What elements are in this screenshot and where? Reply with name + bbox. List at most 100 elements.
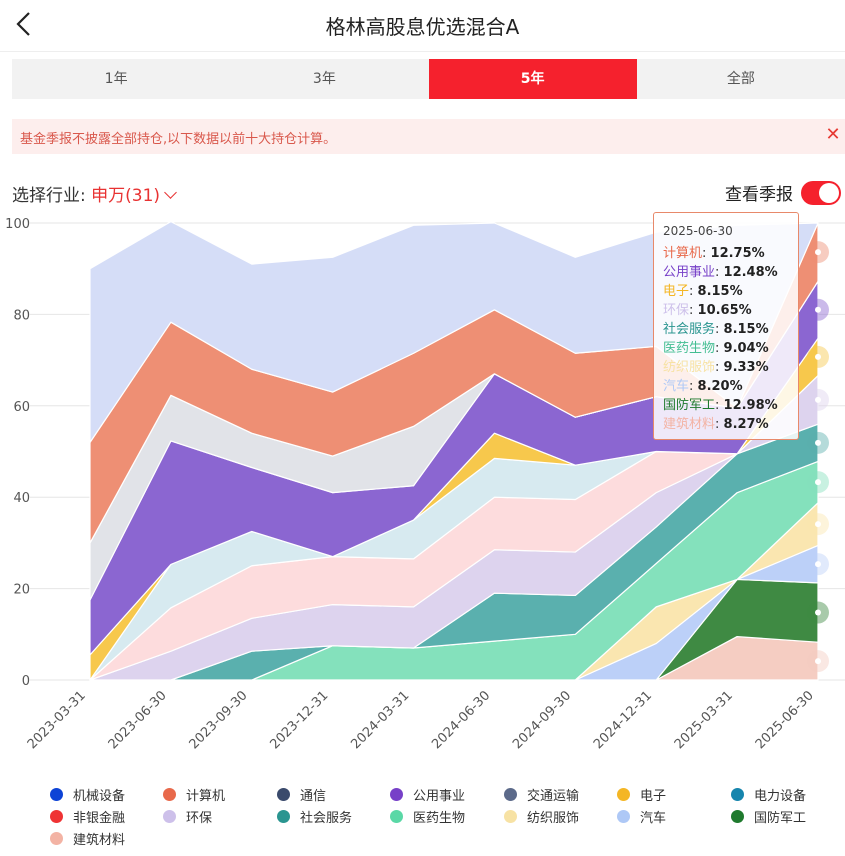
tooltip-series-value: 12.48%: [723, 265, 778, 280]
legend-dot: [277, 810, 290, 823]
y-tick-label: 40: [13, 491, 30, 506]
tooltip-series-value: 8.20%: [697, 379, 743, 394]
legend-dot: [50, 788, 63, 801]
y-tick-label: 20: [13, 583, 30, 598]
tab-5y[interactable]: 5年: [428, 59, 637, 99]
tooltip-separator: :: [715, 417, 724, 432]
x-tick-label: 2023-09-30: [187, 688, 251, 752]
x-tick-label: 2025-03-31: [672, 688, 736, 752]
x-tick-label: 2024-03-31: [348, 688, 412, 752]
x-tick-label: 2024-06-30: [429, 688, 493, 752]
notice-banner: 基金季报不披露全部持仓,以下数据以前十大持仓计算。 ✕: [12, 119, 845, 154]
x-tick-label: 2024-09-30: [510, 688, 574, 752]
industry-value: 申万(31): [91, 186, 161, 206]
season-toggle-switch[interactable]: [801, 180, 841, 205]
legend-dot: [50, 832, 63, 845]
tooltip-series-name: 社会服务: [663, 322, 716, 337]
legend-item[interactable]: 汽车: [617, 807, 666, 826]
legend-dot: [617, 788, 630, 801]
legend-label: 电力设备: [754, 789, 807, 804]
y-tick-label: 60: [13, 400, 30, 415]
header-divider: [0, 51, 845, 52]
legend-item[interactable]: 计算机: [163, 785, 225, 804]
tooltip-series-name: 公用事业: [663, 265, 716, 280]
legend-label: 通信: [300, 789, 327, 804]
tooltip-series-name: 汽车: [663, 379, 690, 394]
marker-dot: [815, 306, 821, 313]
legend-label: 国防军工: [754, 811, 807, 826]
tooltip-series-value: 8.15%: [723, 322, 769, 337]
tooltip-row: 纺织服饰: 9.33%: [663, 356, 769, 375]
tooltip-separator: :: [715, 398, 724, 413]
y-tick-label: 0: [22, 674, 30, 689]
tooltip-separator: :: [689, 379, 698, 394]
back-arrow-icon[interactable]: [10, 9, 40, 39]
marker-dot: [815, 249, 821, 256]
legend-label: 汽车: [640, 811, 667, 826]
x-tick-label: 2023-06-30: [106, 688, 170, 752]
industry-selector[interactable]: 选择行业: 申万(31): [12, 181, 177, 206]
tooltip-series-name: 计算机: [663, 246, 703, 261]
tooltip-row: 建筑材料: 8.27%: [663, 413, 769, 432]
legend-dot: [277, 788, 290, 801]
page-title: 格林高股息优选混合A: [325, 15, 520, 39]
season-toggle-label: 查看季报: [725, 185, 793, 205]
legend-label: 纺织服饰: [527, 811, 580, 826]
tooltip-series-name: 电子: [663, 284, 690, 299]
tooltip-separator: :: [702, 246, 711, 261]
tooltip-row: 公用事业: 12.48%: [663, 261, 778, 280]
marker-dot: [815, 521, 821, 528]
legend-item[interactable]: 电子: [617, 785, 666, 804]
tooltip-date: 2025-06-30: [663, 224, 733, 238]
notice-text: 基金季报不披露全部持仓,以下数据以前十大持仓计算。: [20, 132, 337, 147]
period-tabs: 1年 3年 5年 全部: [12, 59, 845, 99]
legend-item[interactable]: 电力设备: [731, 785, 806, 804]
industry-dropdown[interactable]: 申万(31): [91, 186, 177, 206]
legend-label: 医药生物: [413, 811, 466, 826]
legend-item[interactable]: 交通运输: [504, 785, 579, 804]
tooltip-separator: :: [689, 303, 698, 318]
close-icon[interactable]: ✕: [825, 124, 841, 145]
tab-1y[interactable]: 1年: [104, 71, 128, 87]
tooltip-series-value: 8.15%: [697, 284, 743, 299]
legend-item[interactable]: 建筑材料: [50, 829, 125, 848]
tooltip-series-name: 建筑材料: [663, 417, 716, 432]
legend-item[interactable]: 医药生物: [390, 807, 465, 826]
header: 格林高股息优选混合A: [0, 0, 845, 50]
legend-label: 公用事业: [413, 789, 466, 804]
legend-item[interactable]: 非银金融: [50, 807, 125, 826]
legend-label: 环保: [186, 811, 213, 826]
tab-all[interactable]: 全部: [726, 71, 755, 87]
tooltip-series-name: 环保: [663, 303, 690, 318]
legend-item[interactable]: 社会服务: [277, 807, 352, 826]
legend-label: 计算机: [186, 789, 226, 804]
tooltip-separator: :: [715, 360, 724, 375]
legend-item[interactable]: 公用事业: [390, 785, 465, 804]
legend-item[interactable]: 通信: [277, 785, 326, 804]
tooltip-row: 医药生物: 9.04%: [663, 337, 769, 356]
marker-dot: [815, 561, 821, 568]
legend-item[interactable]: 纺织服饰: [504, 807, 579, 826]
tooltip-separator: :: [715, 341, 724, 356]
season-report-toggle-row: 查看季报: [725, 180, 841, 205]
tooltip-separator: :: [715, 265, 724, 280]
legend-item[interactable]: 机械设备: [50, 785, 125, 804]
tab-3y[interactable]: 3年: [312, 71, 336, 87]
legend-label: 社会服务: [300, 811, 353, 826]
tooltip-series-value: 10.65%: [697, 303, 752, 318]
legend-dot: [617, 810, 630, 823]
tooltip-series-name: 国防军工: [663, 398, 716, 413]
legend-dot: [504, 788, 517, 801]
x-tick-label: 2023-03-31: [25, 688, 89, 752]
marker-dot: [815, 439, 821, 446]
tooltip-series-value: 8.27%: [723, 417, 769, 432]
x-axis-labels: 2023-03-31 2023-06-30 2023-09-30 2023-12-31…: [25, 688, 817, 752]
tooltip-row: 社会服务: 8.15%: [663, 318, 769, 337]
legend-item[interactable]: 环保: [163, 807, 212, 826]
chart-tooltip: 2025-06-30 计算机: 12.75% 公用事业: 12.48% 电子: 8.…: [653, 212, 799, 440]
legend-item[interactable]: 国防军工: [731, 807, 806, 826]
legend-dot: [163, 810, 176, 823]
tooltip-row: 电子: 8.15%: [663, 280, 743, 299]
legend-dot: [390, 788, 403, 801]
marker-dot: [815, 609, 821, 616]
